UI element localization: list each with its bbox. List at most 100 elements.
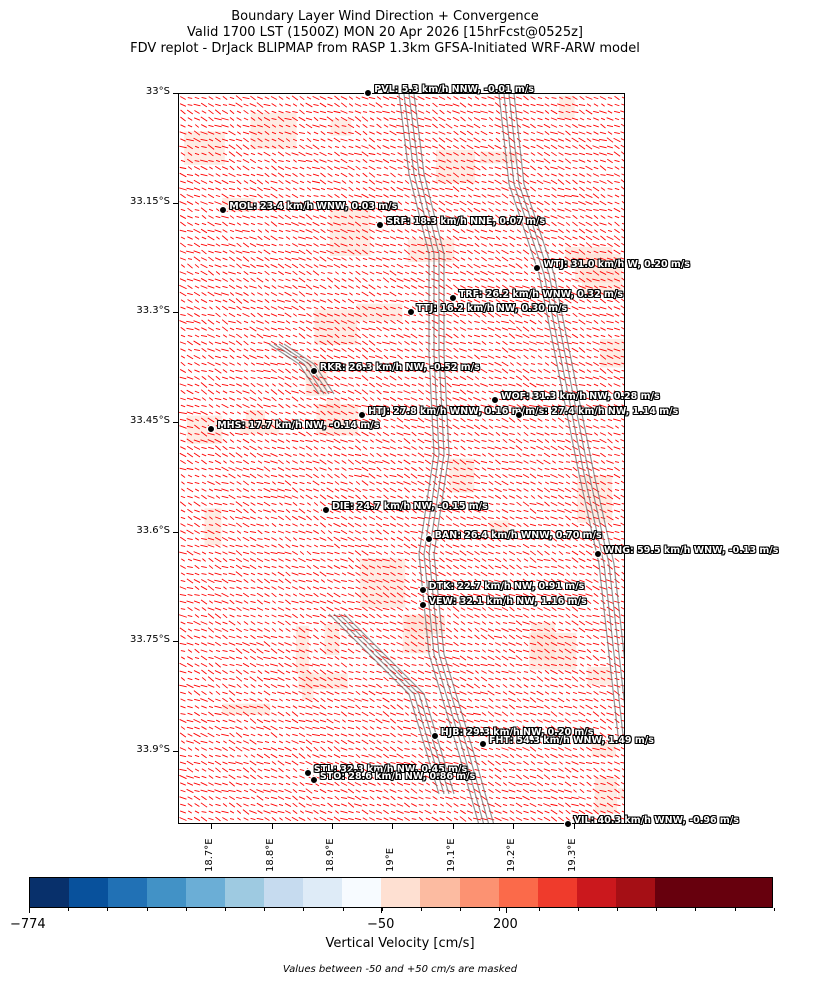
- wind-arrow: [243, 180, 249, 184]
- wind-arrow: [307, 201, 311, 205]
- wind-arrow: [516, 404, 522, 408]
- wind-arrow: [263, 635, 271, 639]
- wind-arrow: [221, 592, 229, 598]
- wind-arrow: [215, 334, 221, 338]
- wind-arrow: [348, 551, 354, 555]
- wind-arrow: [200, 341, 208, 345]
- wind-arrow: [403, 628, 411, 632]
- wind-arrow: [564, 298, 572, 304]
- wind-arrow: [467, 257, 473, 261]
- wind-arrow: [257, 516, 263, 520]
- wind-arrow: [466, 179, 474, 185]
- wind-arrow: [411, 208, 417, 212]
- wind-arrow: [319, 256, 327, 262]
- wind-arrow: [354, 313, 362, 317]
- wind-arrow: [270, 221, 278, 227]
- wind-arrow: [228, 537, 236, 541]
- wind-arrow: [327, 103, 333, 107]
- wind-arrow: [201, 593, 207, 597]
- wind-arrow: [207, 453, 215, 457]
- wind-arrow: [515, 627, 523, 633]
- wind-arrow: [354, 333, 362, 339]
- wind-arrow: [425, 383, 431, 387]
- wind-arrow: [361, 439, 369, 443]
- wind-arrow: [333, 502, 341, 506]
- wind-arrow: [397, 362, 403, 366]
- wind-arrow: [425, 404, 431, 408]
- wind-arrow: [466, 200, 474, 206]
- wind-arrow: [327, 165, 333, 171]
- wind-arrow: [277, 481, 285, 485]
- wind-arrow: [256, 215, 264, 219]
- wind-arrow: [452, 424, 460, 430]
- wind-arrow: [284, 222, 292, 226]
- wind-arrow: [467, 411, 473, 415]
- wind-arrow: [593, 593, 599, 597]
- wind-arrow: [418, 397, 424, 401]
- wind-arrow: [285, 160, 291, 162]
- wind-arrow: [214, 109, 222, 115]
- wind-arrow: [495, 306, 501, 310]
- wind-arrow: [319, 397, 327, 401]
- wind-arrow: [250, 124, 256, 128]
- wind-arrow: [425, 313, 431, 317]
- wind-arrow: [242, 607, 250, 611]
- wind-arrow: [319, 432, 327, 436]
- wind-arrow: [410, 592, 418, 598]
- wind-arrow: [501, 201, 509, 205]
- wind-arrow: [473, 607, 481, 611]
- wind-arrow: [348, 215, 354, 219]
- wind-arrow: [271, 207, 277, 213]
- wind-arrow: [179, 614, 187, 618]
- wind-arrow: [382, 585, 390, 591]
- wind-arrow: [390, 257, 396, 261]
- wind-arrow: [334, 558, 340, 562]
- wind-arrow: [229, 599, 235, 605]
- wind-arrow: [572, 473, 578, 479]
- wind-arrow: [180, 109, 186, 115]
- wind-arrow: [194, 594, 200, 596]
- wind-arrow: [543, 620, 551, 626]
- wind-arrow: [586, 411, 592, 415]
- wind-arrow: [271, 572, 277, 576]
- wind-arrow: [403, 592, 411, 598]
- wind-arrow: [564, 593, 572, 597]
- wind-arrow: [383, 600, 389, 604]
- wind-arrow: [320, 194, 326, 198]
- wind-arrow: [537, 194, 543, 198]
- wind-arrow: [243, 362, 249, 366]
- wind-arrow: [529, 508, 537, 514]
- wind-arrow: [487, 96, 495, 100]
- wind-arrow: [277, 313, 285, 317]
- wind-arrow: [363, 138, 367, 142]
- wind-arrow: [599, 348, 607, 352]
- wind-arrow: [558, 550, 564, 556]
- convergence-patch: [295, 625, 309, 674]
- wind-arrow: [620, 522, 624, 526]
- wind-arrow: [390, 172, 396, 178]
- wind-arrow: [236, 607, 242, 611]
- wind-arrow: [187, 606, 193, 612]
- wind-arrow: [187, 502, 193, 506]
- wind-arrow: [320, 222, 326, 226]
- wind-arrow: [193, 291, 201, 297]
- wind-arrow: [586, 355, 592, 359]
- wind-arrow: [495, 200, 501, 206]
- wind-arrow: [249, 236, 257, 240]
- wind-arrow: [270, 579, 278, 583]
- wind-arrow: [299, 566, 305, 568]
- wind-arrow: [432, 621, 438, 625]
- wind-arrow: [424, 145, 432, 149]
- wind-arrow: [179, 501, 187, 507]
- wind-arrow: [271, 424, 277, 430]
- wind-arrow: [438, 179, 446, 185]
- wind-arrow: [614, 181, 620, 183]
- wind-arrow: [480, 145, 488, 149]
- wind-arrow: [370, 439, 374, 443]
- wind-arrow: [473, 103, 481, 107]
- wind-arrow: [432, 200, 438, 206]
- wind-arrow: [593, 320, 599, 324]
- wind-arrow: [396, 180, 404, 184]
- wind-arrow: [214, 341, 222, 345]
- wind-arrow: [404, 453, 410, 457]
